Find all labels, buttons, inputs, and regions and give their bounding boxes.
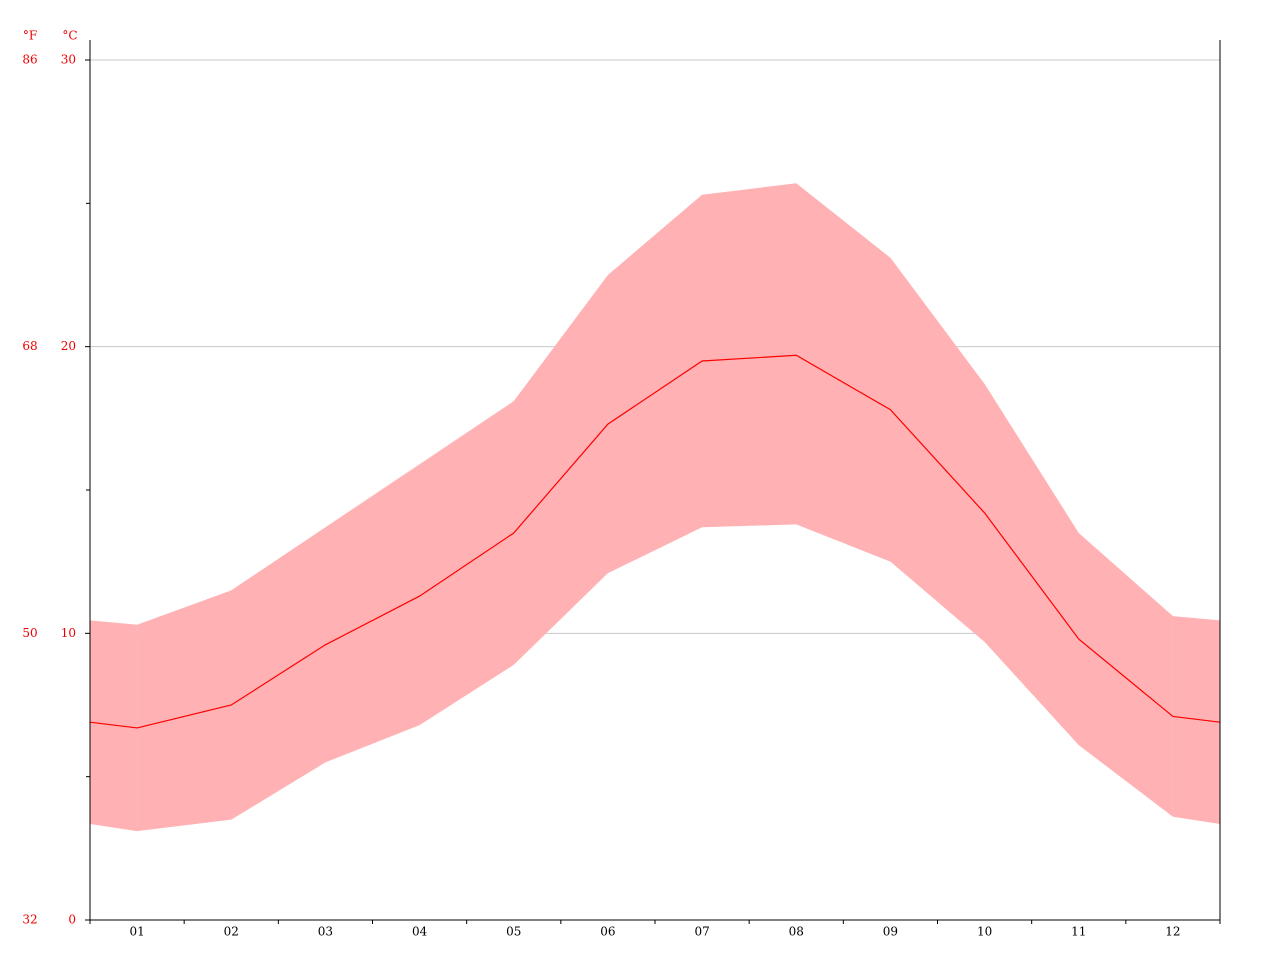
x-tick-label: 11 bbox=[1071, 925, 1086, 939]
y-tick-label: 30 bbox=[61, 53, 76, 67]
y2-tick-label: 86 bbox=[22, 53, 37, 67]
y-tick-label: 0 bbox=[68, 913, 76, 927]
x-tick-label: 04 bbox=[412, 925, 428, 939]
y-tick-label: 20 bbox=[61, 339, 76, 353]
x-tick-label: 09 bbox=[883, 925, 898, 939]
y-tick-label: 10 bbox=[61, 626, 76, 640]
mean-line-wrap bbox=[89, 721, 138, 729]
mean-line-wrap bbox=[1172, 715, 1221, 723]
x-tick-label: 05 bbox=[506, 925, 521, 939]
x-tick-label: 10 bbox=[977, 925, 992, 939]
x-tick-label: 01 bbox=[129, 925, 144, 939]
x-tick-label: 07 bbox=[694, 925, 709, 939]
range-band-wrap bbox=[1172, 616, 1220, 824]
y2-tick-label: 50 bbox=[22, 626, 37, 640]
x-tick-label: 06 bbox=[600, 925, 615, 939]
y-unit: °C bbox=[62, 29, 77, 43]
x-tick-label: 12 bbox=[1165, 925, 1180, 939]
y2-unit: °F bbox=[23, 29, 37, 43]
x-tick-label: 02 bbox=[224, 925, 239, 939]
x-tick-label: 03 bbox=[318, 925, 333, 939]
y2-tick-label: 32 bbox=[22, 913, 37, 927]
mean-line bbox=[136, 354, 1174, 729]
range-band bbox=[137, 183, 1173, 832]
x-tick-label: 08 bbox=[789, 925, 804, 939]
range-band-wrap bbox=[90, 620, 138, 832]
y2-tick-label: 68 bbox=[22, 339, 37, 353]
